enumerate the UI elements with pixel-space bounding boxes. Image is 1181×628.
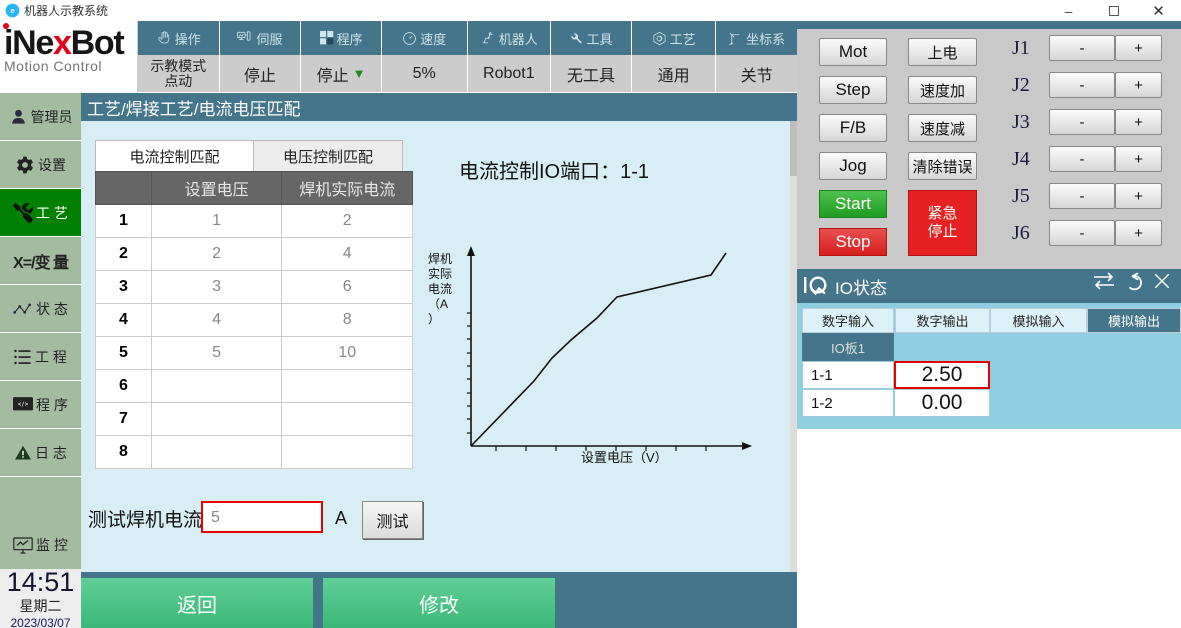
svg-text:（A: （A: [428, 297, 448, 311]
svg-text:</>: </>: [18, 402, 29, 408]
svg-text:焊机: 焊机: [428, 251, 452, 266]
svg-text:e: e: [11, 8, 15, 15]
svg-text:电流: 电流: [428, 282, 452, 296]
svg-text:）: ）: [428, 312, 440, 326]
svg-text:实际: 实际: [428, 266, 452, 281]
svg-text:设置电压（V）: 设置电压（V）: [581, 450, 668, 463]
